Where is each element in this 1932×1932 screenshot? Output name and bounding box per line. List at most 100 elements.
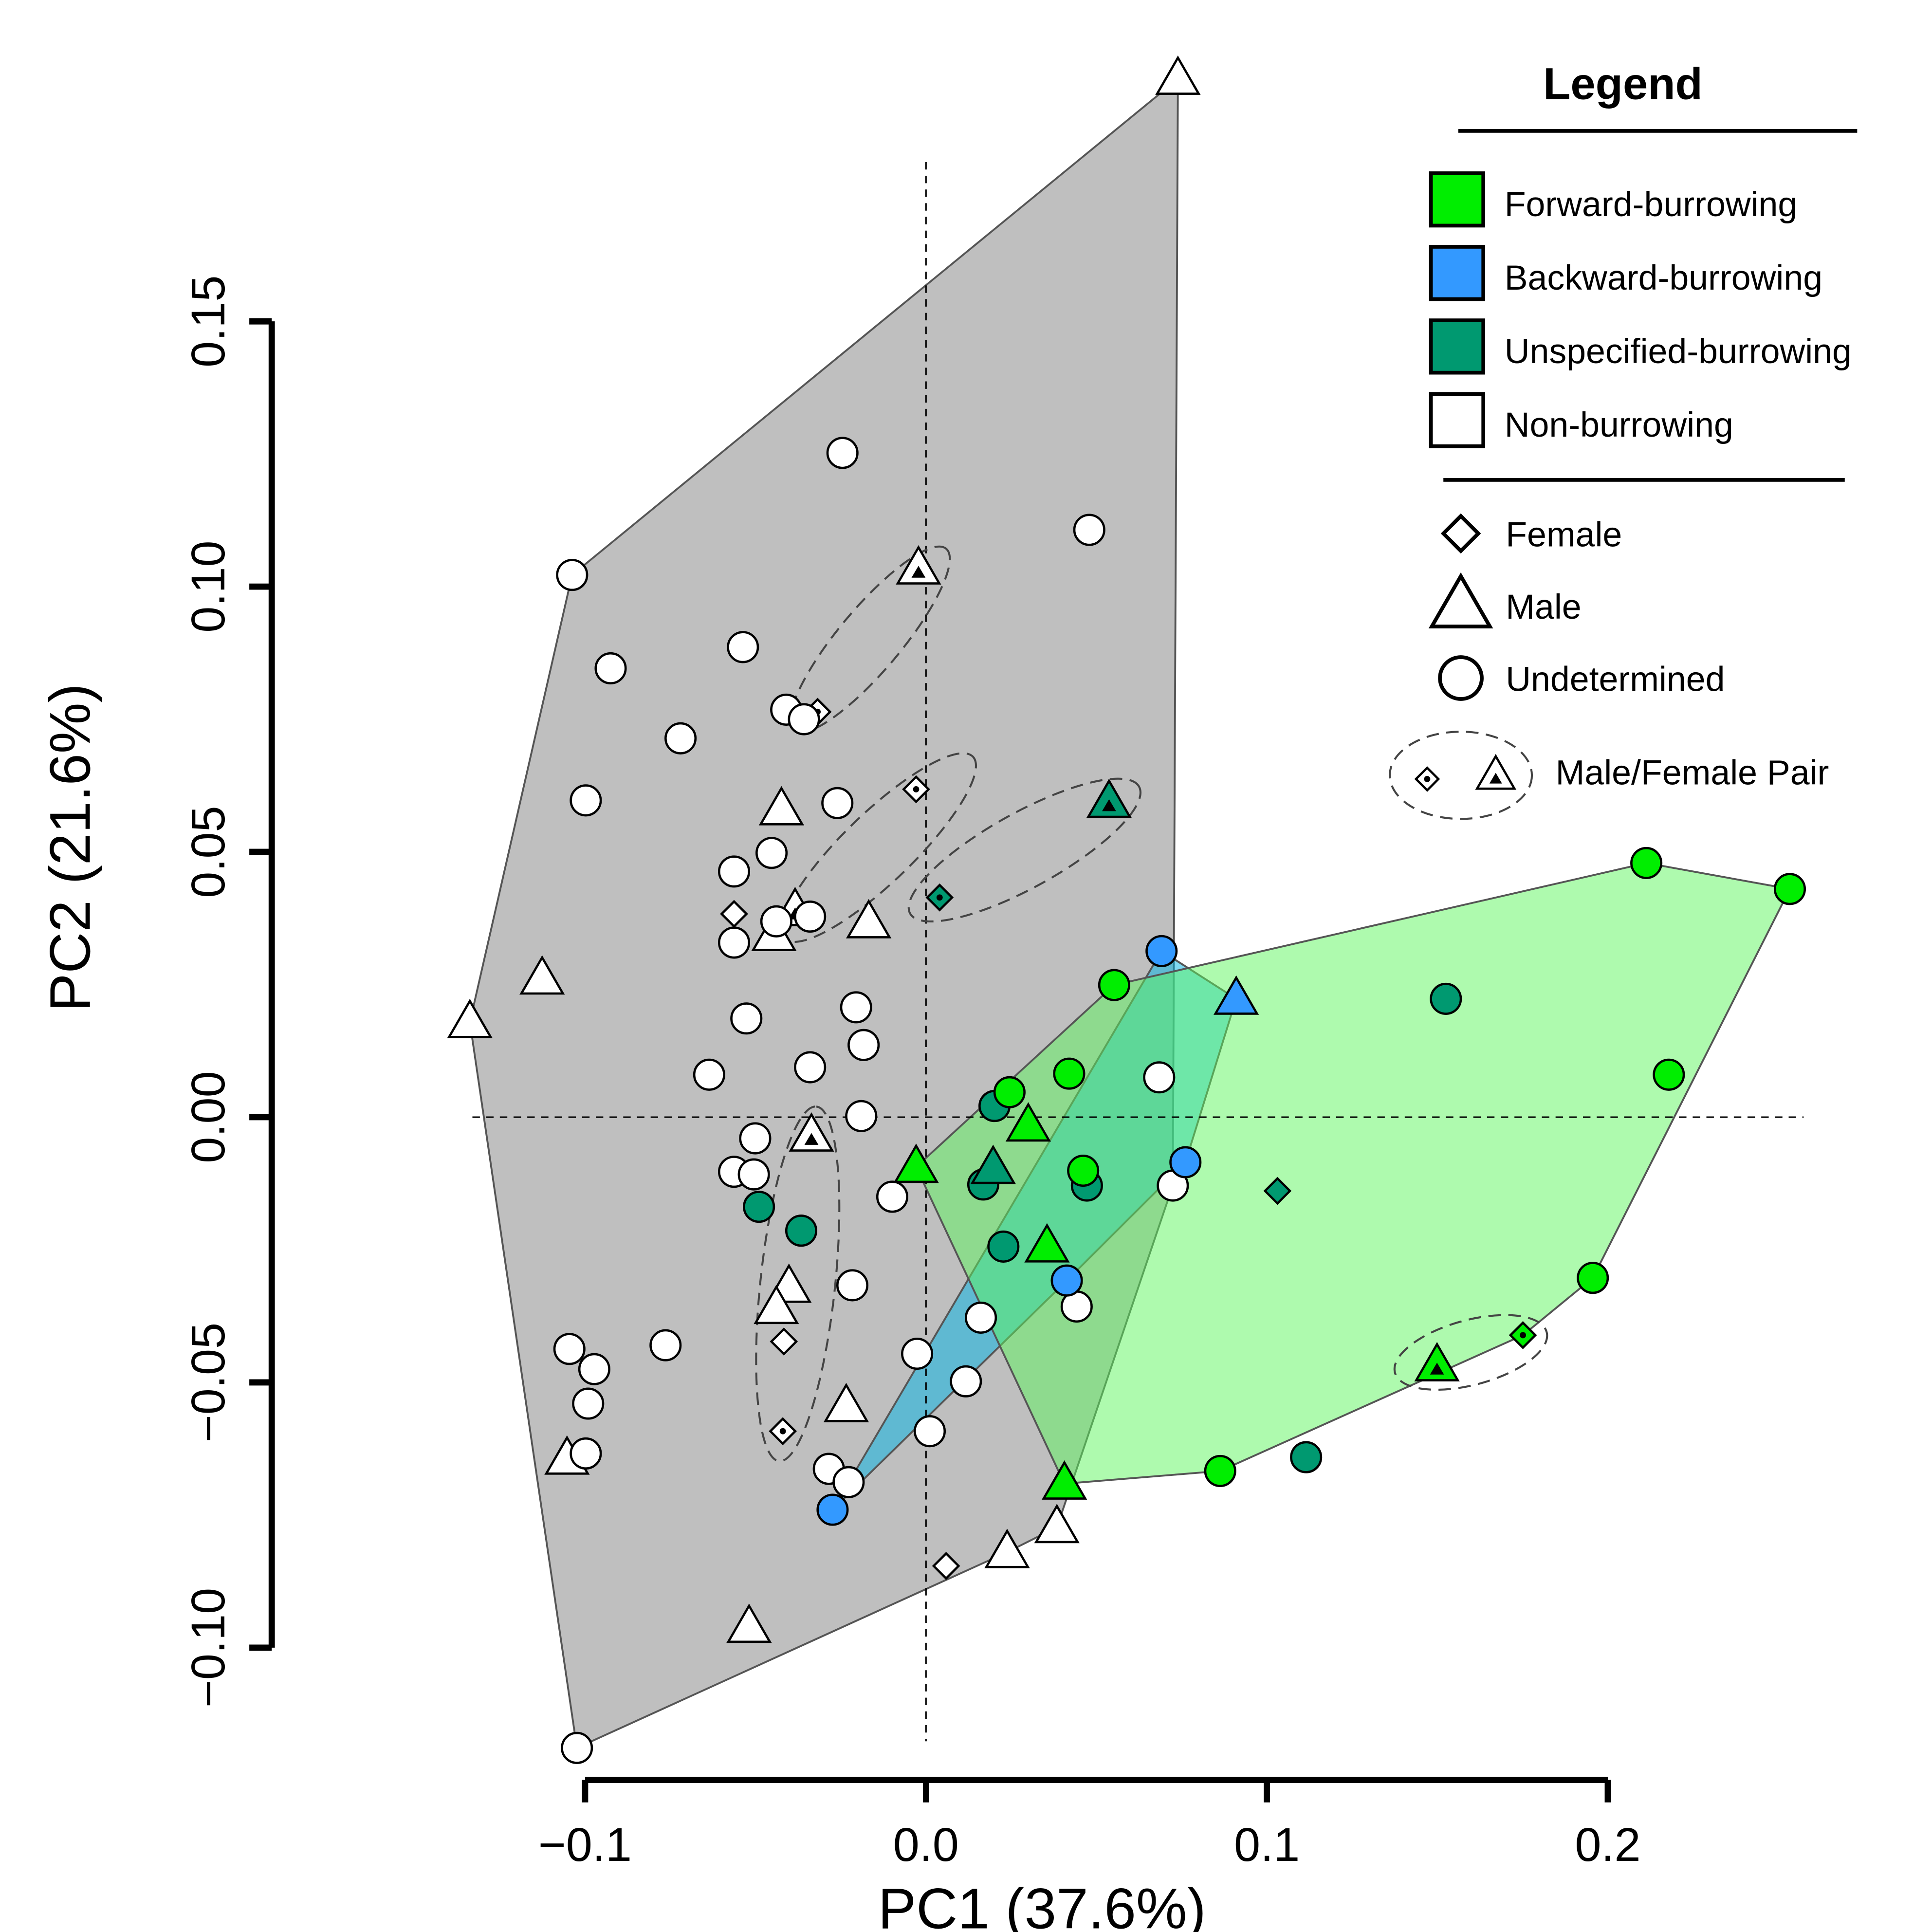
point — [1475, 754, 1517, 790]
point — [758, 786, 805, 826]
x-tick-label: −0.1 — [538, 1818, 632, 1871]
legend-label: Backward-burrowing — [1505, 258, 1822, 297]
point — [718, 926, 751, 959]
y-tick-label: 0.05 — [182, 806, 235, 898]
point — [1155, 55, 1201, 95]
y-tick-label: −0.05 — [182, 1323, 235, 1442]
point — [987, 1230, 1020, 1263]
legend-title: Legend — [1543, 59, 1703, 109]
y-tick-label: 0.10 — [182, 540, 235, 632]
pair-marker — [1430, 1362, 1444, 1375]
x-tick-label: 0.2 — [1575, 1818, 1640, 1871]
point — [561, 1731, 593, 1764]
x-tick-label: 0.1 — [1234, 1818, 1300, 1871]
legend-label: Male — [1506, 588, 1581, 626]
legend-label: Forward-burrowing — [1505, 185, 1798, 224]
point — [770, 1327, 798, 1356]
point — [1086, 778, 1132, 818]
point — [1438, 655, 1484, 701]
point — [893, 1143, 939, 1183]
point — [950, 1365, 982, 1398]
point — [1073, 514, 1105, 546]
point — [1428, 572, 1493, 628]
pair-marker — [779, 1428, 786, 1435]
point — [726, 1603, 772, 1643]
legend-label: Non-burrowing — [1505, 405, 1733, 444]
point — [1773, 873, 1806, 905]
point — [993, 1076, 1026, 1108]
point — [1653, 1058, 1685, 1091]
point — [826, 437, 859, 469]
pair-ellipses — [755, 545, 1548, 1462]
point — [901, 1338, 934, 1370]
point — [739, 1122, 772, 1155]
point — [932, 1552, 960, 1580]
point — [1440, 513, 1481, 554]
point — [1169, 1146, 1202, 1178]
pair-ellipse — [789, 545, 951, 734]
point — [1053, 1057, 1086, 1090]
point — [846, 899, 892, 938]
point — [649, 1329, 682, 1362]
point — [1430, 982, 1462, 1015]
point — [1213, 975, 1259, 1015]
point — [823, 1382, 869, 1422]
point — [821, 787, 854, 819]
point — [760, 905, 792, 938]
legend-swatch — [1429, 392, 1486, 448]
point — [1290, 1441, 1323, 1473]
point — [840, 991, 872, 1024]
legend-label: Undetermined — [1506, 660, 1725, 699]
point — [913, 1415, 946, 1448]
point — [578, 1353, 610, 1385]
point — [1414, 1342, 1460, 1381]
point — [730, 1002, 763, 1035]
legend-swatch — [1429, 318, 1486, 375]
point — [896, 545, 941, 585]
point — [794, 900, 827, 933]
pair-marker — [804, 1133, 819, 1145]
point — [1024, 1223, 1070, 1263]
point — [519, 955, 565, 995]
point — [664, 722, 697, 754]
legend-label: Female — [1506, 515, 1622, 554]
pair-marker — [913, 786, 920, 792]
point — [847, 1029, 880, 1061]
point — [816, 1493, 849, 1526]
point — [727, 631, 759, 663]
legend-swatch — [1429, 171, 1486, 228]
point — [788, 703, 820, 736]
legend-swatch — [1429, 245, 1486, 301]
point — [570, 784, 602, 817]
point — [743, 1191, 775, 1223]
y-tick-label: 0.00 — [182, 1071, 235, 1163]
point — [1204, 1454, 1236, 1487]
pair-marker — [1489, 773, 1502, 784]
point — [845, 1100, 878, 1132]
point — [832, 1466, 865, 1498]
point — [718, 855, 751, 888]
hull-layer — [469, 77, 1791, 1749]
point — [1145, 935, 1178, 967]
point — [737, 1158, 770, 1191]
point — [1577, 1262, 1609, 1294]
x-axis-title: PC1 (37.6%) — [878, 1877, 1206, 1932]
pair-marker — [1520, 1332, 1526, 1339]
pair-marker — [1102, 799, 1116, 811]
point — [572, 1387, 605, 1420]
point — [1098, 969, 1130, 1001]
point — [984, 1528, 1030, 1568]
point — [1630, 846, 1663, 879]
point — [447, 998, 493, 1038]
point — [965, 1301, 997, 1334]
point-layer — [447, 55, 1806, 1764]
point — [794, 1051, 827, 1084]
point — [570, 1437, 602, 1470]
x-tick-label: 0.0 — [893, 1818, 959, 1871]
point — [693, 1058, 725, 1091]
pair-ellipse — [755, 1105, 841, 1462]
point — [720, 900, 748, 928]
y-axis-title: PC2 (21.6%) — [38, 683, 102, 1012]
point — [785, 1214, 818, 1247]
